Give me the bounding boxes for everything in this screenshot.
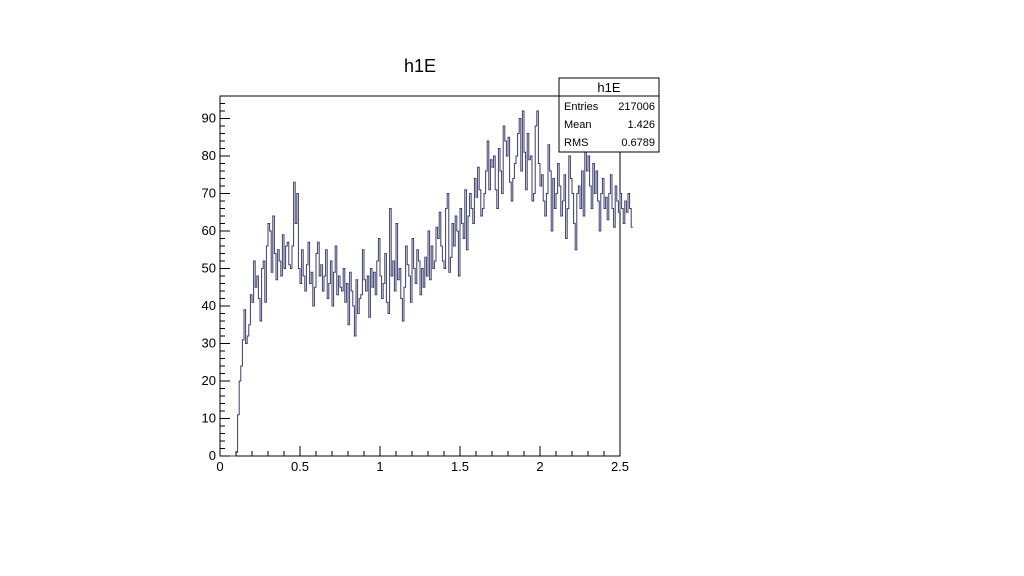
y-axis: 0 10 20 30 40 50 60 70 80 90 xyxy=(202,95,230,463)
stats-box: h1E Entries 217006 Mean 1.426 RMS 0.6789 xyxy=(558,77,660,153)
x-tick-label: 1 xyxy=(376,459,383,474)
x-tick-label: 2 xyxy=(536,459,543,474)
x-tick-label: 2.5 xyxy=(611,459,629,474)
x-tick-label: 0.5 xyxy=(291,459,309,474)
y-tick-label: 10 xyxy=(202,411,216,426)
y-tick-label: 60 xyxy=(202,223,216,238)
x-tick-label: 0 xyxy=(216,459,223,474)
stats-box-frame xyxy=(558,77,660,153)
y-tick-label: 90 xyxy=(202,111,216,126)
histogram-series xyxy=(220,110,633,457)
stats-label-entries: Entries xyxy=(564,101,599,113)
y-tick-label: 80 xyxy=(202,148,216,163)
histogram-line xyxy=(220,110,633,457)
y-tick-label: 70 xyxy=(202,186,216,201)
stats-label-rms: RMS xyxy=(564,137,588,149)
y-tick-label: 30 xyxy=(202,336,216,351)
y-tick-label: 40 xyxy=(202,298,216,313)
stats-label-mean: Mean xyxy=(564,119,592,131)
y-tick-label: 0 xyxy=(209,448,216,463)
stats-box-title: h1E xyxy=(597,80,620,95)
chart-title: h1E xyxy=(404,56,436,76)
stats-value-mean: 1.426 xyxy=(627,119,655,131)
stats-value-rms: 0.6789 xyxy=(621,137,655,149)
y-tick-label: 50 xyxy=(202,261,216,276)
x-axis: 0 0.5 1 1.5 2 2.5 xyxy=(216,446,629,474)
x-tick-label: 1.5 xyxy=(451,459,469,474)
stats-value-entries: 217006 xyxy=(618,101,655,113)
y-tick-label: 20 xyxy=(202,373,216,388)
